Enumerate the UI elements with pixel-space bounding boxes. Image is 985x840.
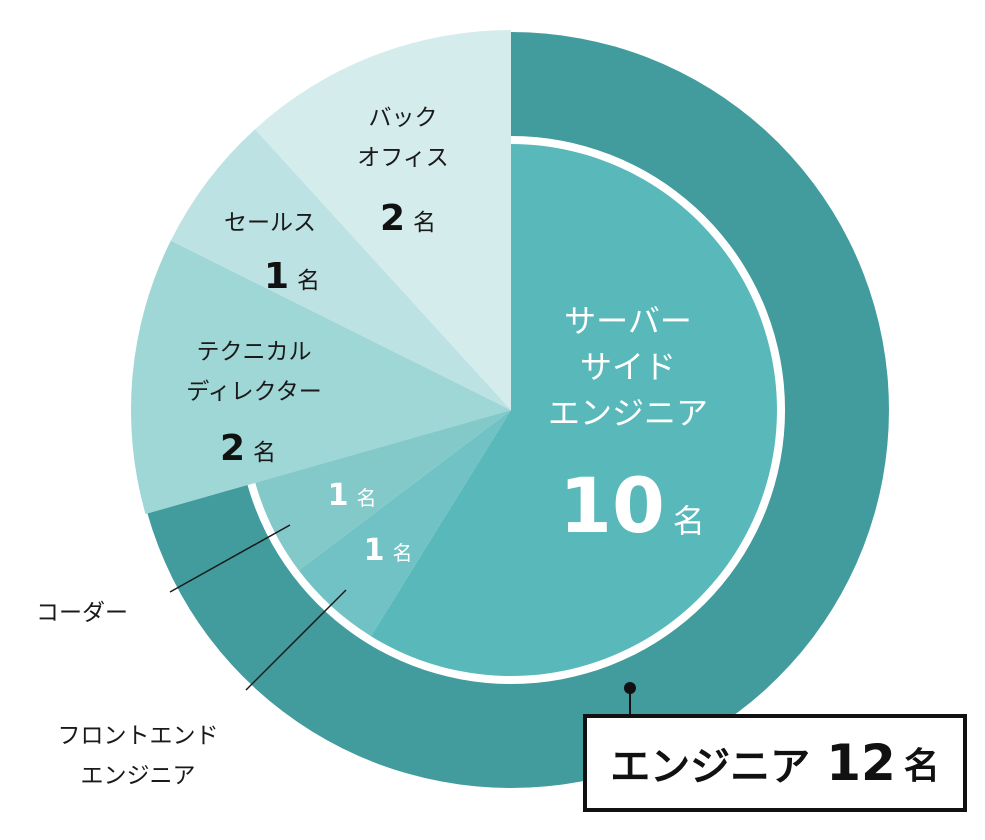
engineer-total-value: 12 (826, 734, 896, 792)
external-label-front-line1: フロントエンド (58, 723, 219, 749)
leader-line-front (245, 589, 347, 691)
slice-value-server: 10 名 (559, 461, 705, 550)
external-label-coder: コーダー (36, 600, 128, 626)
slice-label-server-line1: サーバー (564, 302, 692, 340)
engineer-total-unit: 名 (903, 746, 940, 787)
leader-line-coder (169, 524, 291, 593)
slice-label-backoffice-line1: バック (369, 105, 438, 131)
engineer-total-box: エンジニア 12 名 (583, 714, 967, 812)
slice-label-server-line2: サイド (580, 348, 676, 386)
slice-label-server-line3: エンジニア (548, 394, 708, 432)
external-label-front-line2: エンジニア (81, 763, 196, 789)
slice-label-backoffice-line2: オフィス (357, 145, 449, 171)
slice-sales (170, 129, 512, 410)
slice-front (298, 410, 511, 637)
slice-label-sales: セールス (224, 210, 316, 236)
slice-technical (130, 240, 511, 514)
slice-server (371, 144, 777, 676)
slice-label-technical-line2: ディレクター (186, 379, 321, 405)
slice-coder (255, 410, 511, 571)
engineer-total-label: エンジニア (610, 744, 811, 790)
slice-backoffice (255, 30, 511, 410)
slice-label-technical-line1: テクニカル (197, 339, 312, 365)
